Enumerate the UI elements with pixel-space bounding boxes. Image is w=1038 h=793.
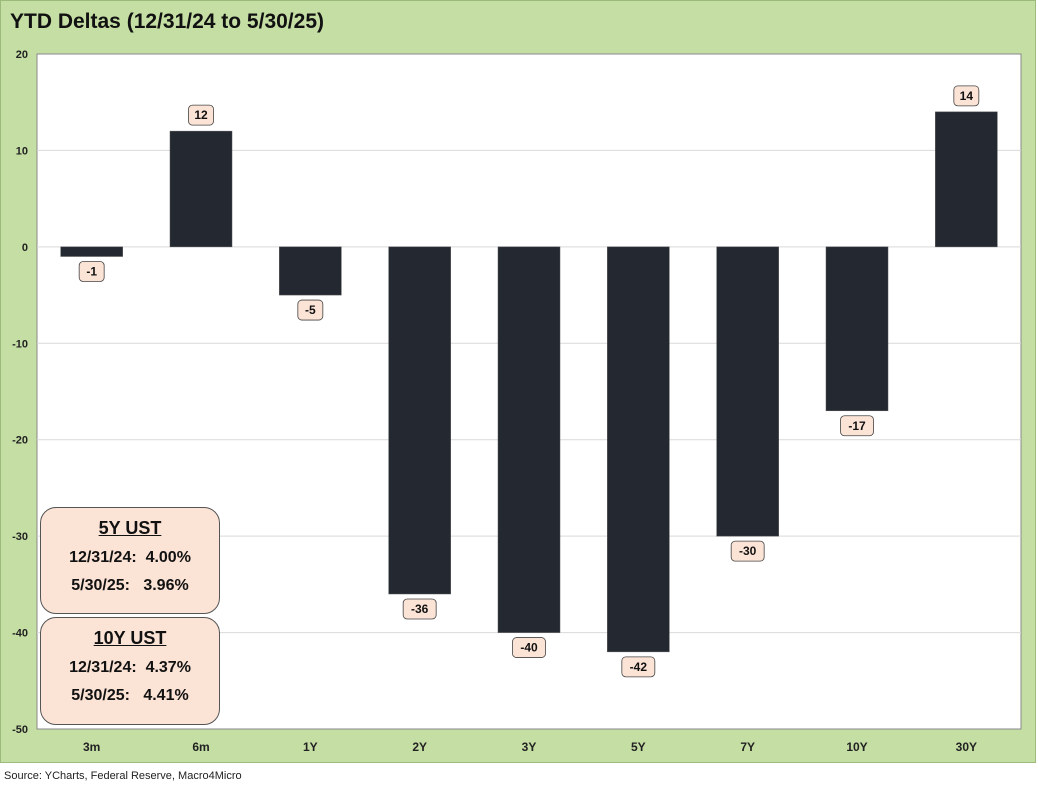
source-note: Source: YCharts, Federal Reserve, Macro4… <box>4 770 242 782</box>
y-tick-label: 10 <box>16 145 28 157</box>
bar <box>279 246 342 296</box>
data-label: -36 <box>411 602 429 616</box>
data-label-box <box>621 656 656 678</box>
x-tick-label: 1Y <box>303 740 318 754</box>
bar <box>935 111 998 248</box>
data-label: -40 <box>520 641 538 655</box>
bar <box>60 246 123 257</box>
x-tick-label: 30Y <box>956 740 977 754</box>
data-label-box <box>512 637 546 658</box>
data-label: -17 <box>848 419 866 433</box>
data-label-box <box>402 598 437 620</box>
x-tick-label: 5Y <box>631 740 646 754</box>
data-label: 12 <box>194 108 208 122</box>
data-label: 14 <box>960 89 974 103</box>
10y-ust-start: 12/31/24: 4.37% <box>69 659 191 676</box>
y-tick-label: -30 <box>12 531 28 543</box>
5y-ust-box: 5Y UST 12/31/24: 4.00% 5/30/25: 3.96% <box>40 507 220 614</box>
bar <box>388 246 451 595</box>
data-label: -30 <box>739 544 757 558</box>
data-label-box <box>297 299 324 321</box>
bar <box>607 246 670 653</box>
5y-ust-title: 5Y UST <box>98 518 162 538</box>
data-label-box <box>730 540 765 562</box>
x-tick-label: 6m <box>192 740 209 754</box>
bar <box>169 130 233 248</box>
x-tick-label: 2Y <box>412 740 427 754</box>
y-tick-label: -50 <box>12 724 28 736</box>
x-tick-label: 3Y <box>522 740 537 754</box>
data-label-box <box>78 261 105 282</box>
10y-ust-box: 10Y UST 12/31/24: 4.37% 5/30/25: 4.41% <box>40 617 220 725</box>
bar <box>497 246 561 633</box>
y-tick-label: -10 <box>12 338 28 350</box>
5y-ust-start: 12/31/24: 4.00% <box>69 549 191 566</box>
x-tick-label: 3m <box>83 740 100 754</box>
y-tick-label: -40 <box>12 628 28 640</box>
data-label-box <box>840 415 874 437</box>
bar <box>716 246 779 537</box>
bar <box>825 246 889 412</box>
data-label: -1 <box>86 265 97 279</box>
chart-title: YTD Deltas (12/31/24 to 5/30/25) <box>10 10 324 33</box>
10y-ust-title: 10Y UST <box>93 628 167 648</box>
5y-ust-end: 5/30/25: 3.96% <box>71 577 189 594</box>
y-tick-label: -20 <box>12 435 28 447</box>
bar-chart: -1 12 -5 -36 -40 -42 -30 -17 14 20 10 0 -10 -20 -30 -4… <box>12 49 1022 754</box>
y-tick-label: 20 <box>16 49 28 61</box>
x-tick-label: 7Y <box>740 740 755 754</box>
y-tick-label: 0 <box>22 242 28 254</box>
data-label-box <box>188 104 214 126</box>
data-label: -42 <box>630 660 648 674</box>
10y-ust-end: 5/30/25: 4.41% <box>71 687 189 704</box>
data-label: -5 <box>305 303 316 317</box>
x-tick-label: 10Y <box>846 740 867 754</box>
data-label-box <box>953 85 980 107</box>
